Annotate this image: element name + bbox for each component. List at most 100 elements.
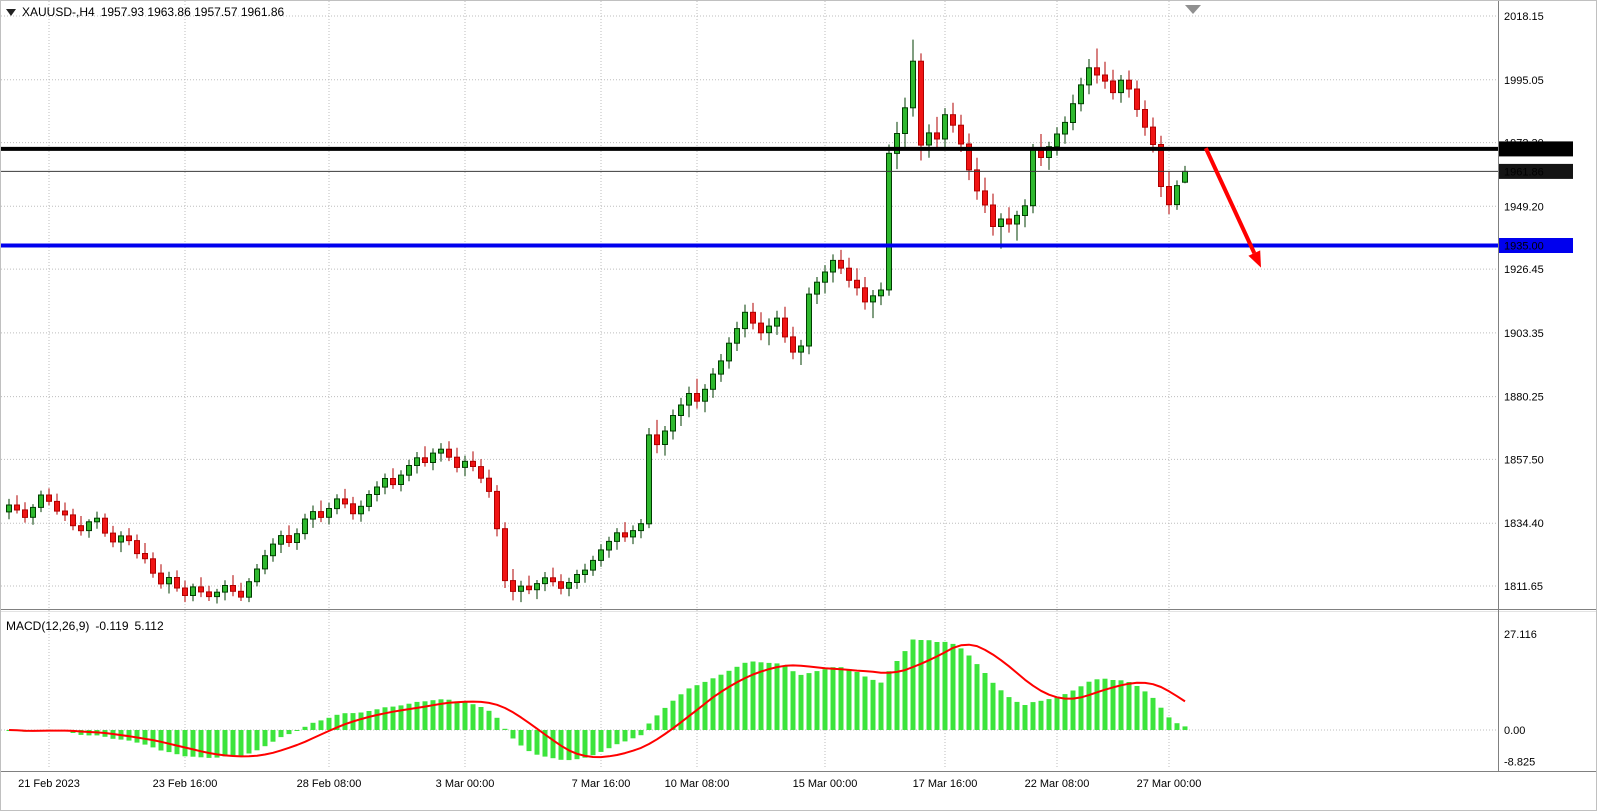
- candle-body: [70, 514, 76, 527]
- candle-body: [462, 460, 468, 468]
- candle-body: [942, 114, 948, 140]
- candle-body: [1086, 67, 1092, 86]
- grid: [1, 1, 1498, 769]
- price-axis[interactable]: 2018.151995.051972.301949.201926.451903.…: [1504, 11, 1544, 593]
- candle-body: [1102, 74, 1108, 82]
- macd-bar: [550, 730, 556, 759]
- candle-body: [782, 317, 788, 338]
- candle-body: [358, 505, 364, 515]
- macd-bar: [702, 681, 708, 730]
- candle-body: [1006, 218, 1012, 225]
- macd-axis[interactable]: 27.116 0.00 -8.825: [1504, 629, 1537, 768]
- macd-bar: [294, 730, 300, 731]
- macd-histogram: [6, 639, 1188, 761]
- candle-body: [1014, 214, 1020, 225]
- candle-body: [662, 430, 668, 445]
- macd-bar: [270, 730, 276, 742]
- candle-body: [54, 500, 60, 512]
- candle-body: [622, 532, 628, 538]
- trend-arrow-shaft[interactable]: [1203, 147, 1257, 254]
- candle-body: [94, 517, 100, 523]
- price-badge-label: 1935.00: [1504, 241, 1544, 253]
- candle-body: [230, 585, 236, 592]
- candle-body: [382, 478, 388, 488]
- time-tick-label: 28 Feb 08:00: [297, 778, 362, 790]
- macd-bar: [302, 726, 308, 730]
- macd-bar: [190, 730, 196, 757]
- candle-body: [1110, 80, 1116, 94]
- macd-bar: [1038, 700, 1044, 730]
- candle-body: [238, 590, 244, 598]
- candle-body: [990, 204, 996, 227]
- ohlc-values: 1957.93 1963.86 1957.57 1961.86: [100, 5, 285, 19]
- macd-bar: [590, 730, 596, 756]
- macd-bar: [1030, 702, 1036, 730]
- macd-bar: [870, 679, 876, 730]
- macd-tick-label: 0.00: [1504, 725, 1525, 737]
- candle-body: [30, 506, 36, 518]
- symbol-marker-icon: [6, 8, 16, 16]
- macd-bar: [766, 662, 772, 730]
- macd-bar: [950, 643, 956, 730]
- candle-body: [1126, 79, 1132, 90]
- macd-bar: [382, 707, 388, 730]
- candle-body: [6, 504, 12, 513]
- macd-bar: [574, 730, 580, 760]
- macd-bar: [614, 730, 620, 745]
- macd-bar: [390, 706, 396, 730]
- candle-body: [398, 474, 404, 486]
- candle-body: [550, 577, 556, 583]
- macd-bar: [854, 672, 860, 730]
- time-axis[interactable]: 21 Feb 2023 23 Feb 16:00 28 Feb 08:00 3 Mar…: [18, 778, 1201, 790]
- candle-body: [774, 317, 780, 327]
- macd-bar: [1158, 707, 1164, 730]
- candle-body: [366, 494, 372, 507]
- macd-bar: [430, 700, 436, 730]
- candle-body: [46, 494, 52, 502]
- macd-bar: [1070, 690, 1076, 730]
- macd-bar: [822, 669, 828, 730]
- price-tick-label: 1903.35: [1504, 328, 1544, 340]
- candle-body: [430, 452, 436, 464]
- macd-bar: [654, 715, 660, 730]
- candle-body: [758, 322, 764, 334]
- trend-arrow-head[interactable]: [1248, 250, 1261, 268]
- price-tick-label: 1880.25: [1504, 392, 1544, 404]
- macd-bar: [1094, 679, 1100, 730]
- time-tick-label: 15 Mar 00:00: [793, 778, 858, 790]
- candle-body: [678, 404, 684, 416]
- candle-body: [1174, 185, 1180, 206]
- price-badge: [1499, 141, 1573, 157]
- chart-shift-marker-icon[interactable]: [1185, 5, 1201, 14]
- macd-bar: [790, 671, 796, 730]
- candle-body: [526, 585, 532, 591]
- trend-arrow[interactable]: [1203, 147, 1261, 268]
- candle-body: [390, 478, 396, 486]
- candle-body: [286, 535, 292, 543]
- macd-bar: [750, 661, 756, 730]
- candle-body: [1182, 170, 1188, 183]
- candle-body: [318, 511, 324, 518]
- candle-body: [606, 540, 612, 551]
- candle-body: [598, 549, 604, 561]
- candle-body: [542, 577, 548, 585]
- macd-bar: [782, 666, 788, 730]
- macd-bar: [998, 690, 1004, 730]
- macd-bar: [646, 723, 652, 730]
- candle-body: [62, 510, 68, 516]
- macd-bar: [934, 642, 940, 730]
- candle-body: [718, 360, 724, 375]
- macd-tick-label: -8.825: [1504, 756, 1535, 768]
- candle-body: [694, 393, 700, 402]
- macd-bar: [254, 730, 260, 751]
- candle-body: [438, 448, 444, 454]
- candle-body: [1046, 146, 1052, 158]
- macd-bar: [638, 730, 644, 736]
- candle-body: [486, 477, 492, 492]
- macd-bar: [518, 730, 524, 746]
- macd-bar: [246, 730, 252, 754]
- candle-body: [446, 448, 452, 458]
- candle-body: [1158, 144, 1164, 187]
- time-tick-label: 3 Mar 00:00: [436, 778, 495, 790]
